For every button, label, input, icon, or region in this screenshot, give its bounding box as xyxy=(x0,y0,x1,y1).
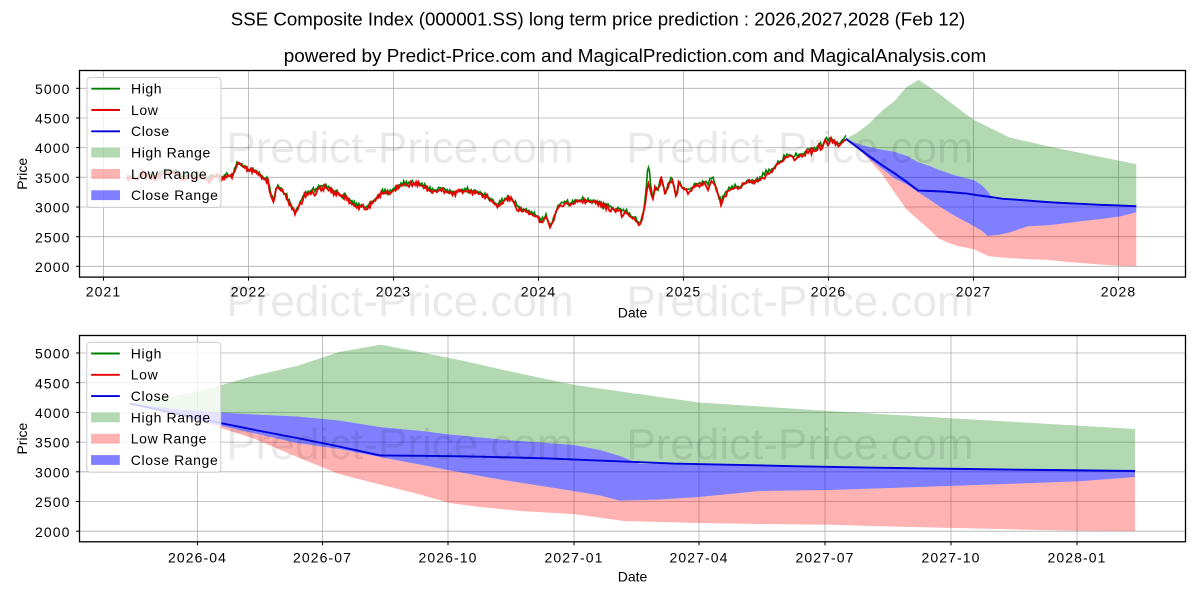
svg-text:2000: 2000 xyxy=(35,524,71,540)
svg-text:5000: 5000 xyxy=(35,81,71,97)
svg-text:2500: 2500 xyxy=(35,229,71,245)
svg-text:3000: 3000 xyxy=(35,464,71,480)
svg-text:Close: Close xyxy=(131,388,170,404)
svg-text:Low Range: Low Range xyxy=(131,431,207,447)
svg-text:Low Range: Low Range xyxy=(131,166,207,182)
svg-text:4500: 4500 xyxy=(35,375,71,391)
svg-text:High: High xyxy=(131,345,162,361)
svg-text:Price: Price xyxy=(14,422,30,454)
svg-text:2021: 2021 xyxy=(86,284,122,300)
svg-text:High Range: High Range xyxy=(131,145,211,161)
svg-text:powered by Predict-Price.com a: powered by Predict-Price.com and Magical… xyxy=(284,46,986,67)
svg-text:3500: 3500 xyxy=(35,435,71,451)
svg-text:Close Range: Close Range xyxy=(131,452,219,468)
svg-text:2024: 2024 xyxy=(521,284,557,300)
svg-text:2023: 2023 xyxy=(376,284,412,300)
svg-text:5000: 5000 xyxy=(35,346,71,362)
svg-text:3000: 3000 xyxy=(35,200,71,216)
svg-text:2026-04: 2026-04 xyxy=(168,550,227,566)
svg-text:Low: Low xyxy=(131,102,159,118)
svg-text:Close: Close xyxy=(131,123,170,139)
svg-text:2026: 2026 xyxy=(811,284,847,300)
svg-text:2026-07: 2026-07 xyxy=(293,550,352,566)
svg-text:Predict-Price.com: Predict-Price.com xyxy=(226,420,573,469)
svg-text:SSE Composite Index (000001.SS: SSE Composite Index (000001.SS) long ter… xyxy=(231,9,965,30)
svg-text:2027: 2027 xyxy=(956,284,992,300)
svg-text:High: High xyxy=(131,81,162,97)
svg-text:Predict-Price.com: Predict-Price.com xyxy=(626,420,973,469)
svg-text:2026-10: 2026-10 xyxy=(418,550,477,566)
svg-text:2028-01: 2028-01 xyxy=(1047,550,1106,566)
svg-text:High Range: High Range xyxy=(131,409,211,425)
svg-text:2027-04: 2027-04 xyxy=(669,550,728,566)
svg-text:Predict-Price.com: Predict-Price.com xyxy=(626,277,973,326)
svg-text:4000: 4000 xyxy=(35,405,71,421)
svg-text:2027-01: 2027-01 xyxy=(544,550,603,566)
svg-text:2027-10: 2027-10 xyxy=(921,550,980,566)
svg-text:Date: Date xyxy=(618,569,648,585)
svg-text:Predict-Price.com: Predict-Price.com xyxy=(226,277,573,326)
svg-text:2500: 2500 xyxy=(35,494,71,510)
svg-text:2027-07: 2027-07 xyxy=(795,550,854,566)
svg-text:2000: 2000 xyxy=(35,259,71,275)
svg-text:Date: Date xyxy=(618,305,648,321)
svg-text:Close Range: Close Range xyxy=(131,187,219,203)
svg-text:2025: 2025 xyxy=(666,284,702,300)
svg-text:4500: 4500 xyxy=(35,111,71,127)
svg-text:Predict-Price.com: Predict-Price.com xyxy=(226,124,573,173)
svg-text:3500: 3500 xyxy=(35,170,71,186)
svg-text:Price: Price xyxy=(14,158,30,190)
svg-text:Predict-Price.com: Predict-Price.com xyxy=(626,124,973,173)
svg-text:2028: 2028 xyxy=(1101,284,1137,300)
svg-text:Low: Low xyxy=(131,367,159,383)
svg-text:4000: 4000 xyxy=(35,140,71,156)
svg-text:2022: 2022 xyxy=(231,284,267,300)
